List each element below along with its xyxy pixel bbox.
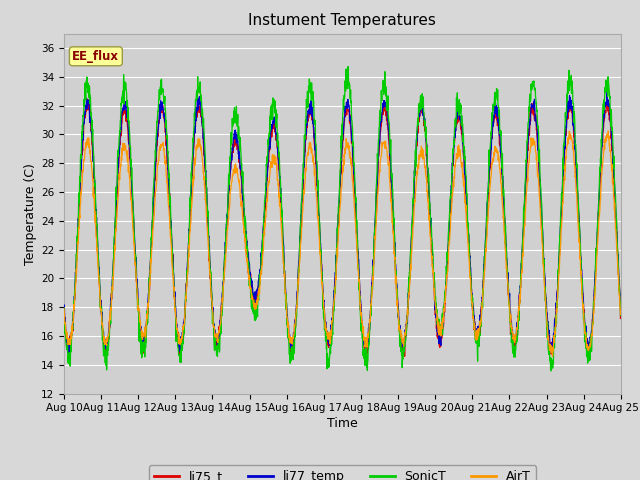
X-axis label: Time: Time [327, 418, 358, 431]
li75_t [89, 152, 97, 158]
AirT [316, 251, 324, 257]
SonicT [499, 174, 506, 180]
li75_t [316, 244, 324, 250]
AirT [617, 312, 625, 317]
li75_t [499, 177, 506, 183]
AirT [601, 146, 609, 152]
Line: SonicT: SonicT [64, 67, 621, 371]
AirT [601, 136, 609, 142]
Legend: li75_t, li77_temp, SonicT, AirT: li75_t, li77_temp, SonicT, AirT [148, 465, 536, 480]
li75_t [331, 278, 339, 284]
li75_t [602, 110, 609, 116]
li75_t [65, 355, 72, 360]
SonicT [344, 64, 352, 70]
AirT [604, 128, 612, 134]
li75_t [566, 95, 573, 101]
SonicT [601, 84, 609, 90]
SonicT [602, 88, 609, 94]
li77_temp [331, 278, 339, 284]
li77_temp [88, 138, 96, 144]
li77_temp [601, 106, 609, 112]
SonicT [316, 237, 324, 242]
SonicT [547, 368, 555, 374]
li77_temp [617, 301, 625, 307]
li75_t [60, 310, 68, 315]
li77_temp [316, 230, 324, 236]
Title: Instument Temperatures: Instument Temperatures [248, 13, 436, 28]
Line: li75_t: li75_t [64, 98, 621, 358]
SonicT [331, 285, 339, 290]
SonicT [617, 311, 625, 317]
SonicT [88, 138, 96, 144]
Text: EE_flux: EE_flux [72, 50, 119, 63]
li77_temp [499, 173, 506, 179]
li75_t [617, 302, 625, 308]
li77_temp [362, 353, 370, 359]
AirT [88, 174, 96, 180]
SonicT [60, 305, 68, 311]
AirT [60, 306, 68, 312]
li77_temp [601, 105, 609, 111]
AirT [499, 201, 506, 207]
li77_temp [604, 90, 611, 96]
Line: li77_temp: li77_temp [64, 93, 621, 356]
AirT [331, 291, 339, 297]
li77_temp [60, 307, 68, 312]
AirT [548, 353, 556, 359]
li75_t [601, 109, 609, 115]
Y-axis label: Temperature (C): Temperature (C) [24, 163, 37, 264]
Line: AirT: AirT [64, 131, 621, 356]
